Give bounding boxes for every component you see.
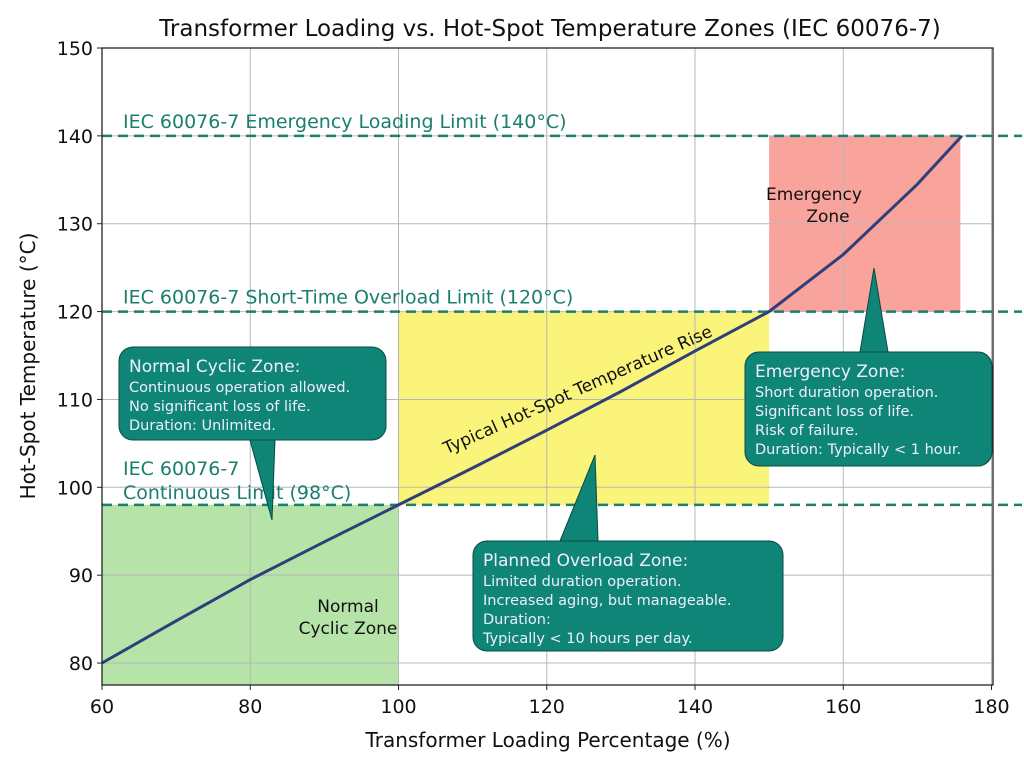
callout-line: Duration:	[483, 612, 551, 628]
limit-label: IEC 60076-7 Short-Time Overload Limit (1…	[123, 287, 573, 309]
zone-label: Zone	[806, 207, 849, 227]
callout-line: Limited duration operation.	[483, 574, 682, 590]
limit-label: Continuous Limit (98°C)	[123, 482, 351, 504]
x-tick-label: 80	[238, 696, 262, 718]
y-tick-label: 140	[57, 126, 93, 148]
callout-joint	[251, 437, 274, 439]
callout-line: Significant loss of life.	[755, 404, 914, 420]
chart-title: Transformer Loading vs. Hot-Spot Tempera…	[158, 16, 940, 42]
callout-line: Short duration operation.	[755, 385, 938, 401]
callout-line: Duration: Unlimited.	[129, 418, 276, 434]
y-tick-label: 100	[57, 477, 93, 499]
limit-label: IEC 60076-7	[123, 458, 239, 480]
callout-joint	[861, 353, 887, 355]
x-axis-label: Transformer Loading Percentage (%)	[364, 728, 730, 752]
callout-line: Typically < 10 hours per day.	[482, 631, 693, 647]
y-tick-label: 90	[69, 565, 93, 587]
callout-line: Risk of failure.	[755, 423, 859, 439]
zone-label: Cyclic Zone	[299, 619, 398, 639]
zone-label: Normal	[317, 597, 379, 617]
callout-title: Emergency Zone:	[755, 362, 905, 382]
x-tick-label: 180	[973, 696, 1009, 718]
y-tick-label: 130	[57, 214, 93, 236]
x-tick-label: 120	[529, 696, 565, 718]
x-tick-label: 140	[677, 696, 713, 718]
zone-label: Emergency	[766, 185, 862, 205]
y-axis-label: Hot-Spot Temperature (°C)	[16, 233, 40, 500]
x-tick-label: 60	[90, 696, 114, 718]
y-tick-label: 120	[57, 302, 93, 324]
y-tick-label: 110	[57, 389, 93, 411]
callout-line: Continuous operation allowed.	[129, 380, 350, 396]
y-tick-label: 150	[57, 38, 93, 60]
limit-label: IEC 60076-7 Emergency Loading Limit (140…	[123, 111, 567, 133]
callout-joint	[561, 542, 597, 544]
x-tick-label: 160	[825, 696, 861, 718]
x-tick-label: 100	[380, 696, 416, 718]
callout-title: Normal Cyclic Zone:	[129, 357, 300, 377]
y-tick-label: 80	[69, 653, 93, 675]
callout-line: Duration: Typically < 1 hour.	[755, 442, 961, 458]
callout-line: No significant loss of life.	[129, 399, 311, 415]
callout-line: Increased aging, but manageable.	[483, 593, 731, 609]
callout-title: Planned Overload Zone:	[483, 551, 688, 571]
